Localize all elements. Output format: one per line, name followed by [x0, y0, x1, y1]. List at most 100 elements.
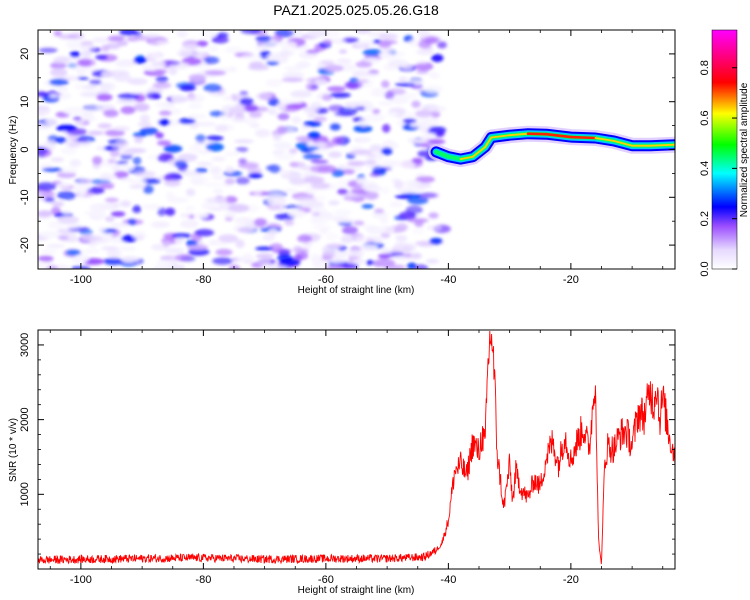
noise-blob	[195, 122, 217, 127]
noise-blob	[188, 103, 203, 110]
noise-blob	[415, 109, 433, 118]
colorbar-tick-label: 0.6	[699, 110, 711, 125]
noise-blob	[268, 228, 278, 236]
noise-blob	[197, 149, 212, 155]
noise-blob	[110, 211, 126, 217]
noise-blob	[137, 121, 152, 127]
noise-blob	[76, 58, 96, 67]
noise-blob	[429, 105, 447, 113]
noise-blob	[326, 243, 344, 249]
noise-blob	[150, 221, 170, 229]
noise-blob	[306, 30, 329, 38]
ridge-core-segment	[484, 136, 493, 149]
noise-blob	[101, 44, 110, 52]
noise-blob	[397, 188, 413, 194]
noise-blob	[120, 200, 132, 208]
noise-blob	[355, 30, 371, 34]
noise-blob	[285, 127, 295, 133]
noise-blob	[262, 234, 276, 241]
snr-series-line	[38, 330, 675, 565]
noise-blob	[92, 37, 113, 43]
noise-blob	[176, 49, 193, 58]
noise-blob	[89, 203, 107, 212]
noise-blob	[151, 61, 167, 67]
noise-blob	[344, 101, 360, 107]
noise-blob	[328, 151, 342, 158]
noise-blob	[209, 166, 222, 175]
noise-blob	[201, 202, 215, 210]
noise-blob	[248, 172, 263, 179]
noise-blob	[268, 164, 281, 174]
noise-blob	[174, 254, 193, 262]
noise-blob	[38, 146, 48, 155]
noise-blob	[158, 119, 171, 126]
noise-blob	[209, 241, 228, 246]
noise-blob	[99, 82, 113, 90]
colorbar-tick-label: 0.8	[699, 60, 711, 75]
noise-blob	[382, 47, 396, 55]
colorbar-ticks: 0.0 0.2 0.4 0.6 0.8	[699, 60, 737, 277]
noise-blob	[355, 178, 366, 185]
noise-blob	[41, 167, 63, 172]
snr-x-tick-label: -20	[563, 574, 579, 586]
noise-blob	[218, 234, 239, 243]
noise-blob	[157, 140, 172, 146]
noise-blob	[92, 156, 103, 165]
noise-blob	[265, 78, 283, 88]
noise-blob	[337, 188, 348, 195]
noise-blob	[156, 259, 175, 266]
noise-blob	[313, 206, 327, 213]
noise-blob	[235, 146, 249, 153]
noise-blob	[149, 53, 163, 60]
snr-y-tick-label: 2000	[19, 407, 31, 431]
noise-blob	[417, 30, 430, 38]
noise-blob	[206, 135, 224, 141]
noise-blob	[38, 47, 58, 53]
noise-blob	[157, 207, 166, 217]
noise-blob	[81, 84, 98, 90]
noise-blob	[89, 79, 102, 85]
noise-blob	[203, 83, 222, 93]
noise-blob	[405, 205, 423, 215]
noise-blob	[43, 140, 56, 149]
ridge-core-segment	[471, 146, 487, 158]
snr-plot-area	[38, 330, 675, 569]
noise-blob	[143, 185, 154, 194]
noise-blob	[363, 186, 383, 193]
noise-blob	[188, 175, 209, 184]
noise-blob	[291, 116, 302, 124]
noise-blob	[206, 197, 228, 204]
noise-blob	[41, 191, 56, 198]
noise-blob	[237, 227, 255, 233]
noise-blob	[62, 106, 85, 116]
noise-blob	[336, 58, 352, 64]
colorbar-tick-label: 0.2	[699, 211, 711, 226]
noise-blob	[371, 236, 383, 245]
noise-blob	[312, 224, 333, 231]
noise-blob	[196, 40, 209, 47]
noise-blob	[369, 144, 383, 153]
noise-blob	[116, 160, 129, 166]
noise-blob	[179, 154, 197, 162]
noise-blob	[289, 148, 298, 154]
noise-blob	[142, 65, 158, 72]
noise-blob	[180, 43, 200, 50]
noise-blob	[315, 196, 327, 201]
noise-blob	[235, 239, 245, 249]
noise-blob	[380, 231, 391, 239]
noise-blob	[176, 30, 188, 38]
noise-blob	[224, 196, 238, 204]
spectrogram-x-tick-label: -40	[440, 274, 456, 286]
noise-blob	[369, 172, 380, 177]
noise-blob	[430, 110, 441, 119]
noise-blob	[334, 218, 355, 224]
noise-blob	[234, 217, 253, 225]
noise-blob	[204, 56, 220, 65]
noise-blob	[212, 188, 224, 194]
noise-blob	[202, 182, 223, 187]
noise-blob	[61, 209, 72, 215]
noise-blob	[416, 48, 434, 56]
noise-blob	[289, 161, 306, 168]
noise-blob	[411, 157, 424, 164]
noise-blob	[107, 158, 116, 164]
